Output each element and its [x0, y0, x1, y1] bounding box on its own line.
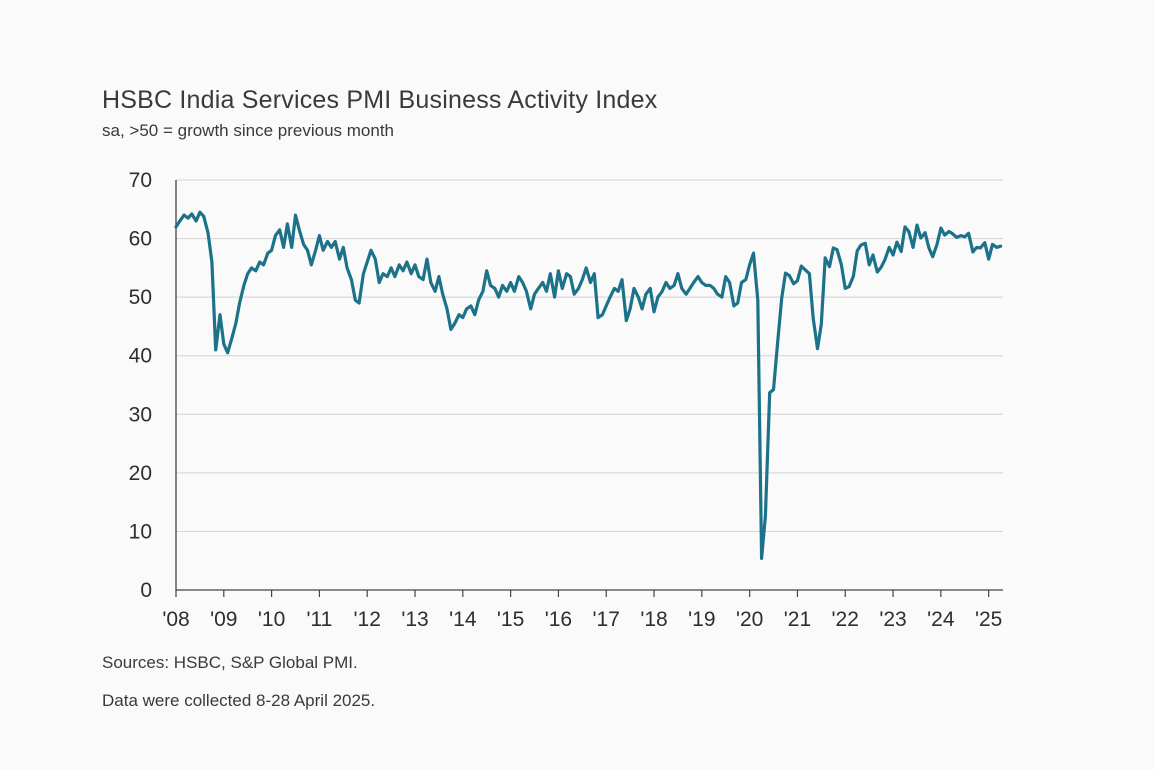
- y-tick-label: 40: [129, 345, 152, 368]
- x-tick-label: '11: [307, 608, 333, 631]
- x-tick-label: '24: [927, 608, 955, 631]
- y-tick-label: 30: [129, 403, 152, 426]
- x-tick-label: '16: [545, 608, 572, 631]
- sources-note: Sources: HSBC, S&P Global PMI.: [102, 653, 358, 672]
- axes: [175, 180, 1003, 597]
- y-tick-label: 60: [129, 228, 152, 251]
- x-tick-labels: '08 '09 '10 '11 '12 '13 '14 '15 '16 '17 '18 '19 '20 '…: [162, 608, 1002, 631]
- x-tick-label: '20: [736, 608, 763, 631]
- y-tick-labels: 0 10 20 30 40 50 60 70: [129, 169, 152, 602]
- x-tick-label: '25: [975, 608, 1002, 631]
- gridlines: [176, 179, 1003, 533]
- x-tick-label: '12: [354, 608, 381, 631]
- x-tick-label: '19: [688, 608, 715, 631]
- x-tick-label: '21: [784, 608, 811, 631]
- series-layer: [174, 210, 1003, 560]
- x-tick-label: '23: [879, 608, 906, 631]
- y-tick-label: 0: [140, 579, 152, 602]
- y-tick-label: 70: [129, 169, 152, 192]
- x-tick-label: '13: [401, 608, 428, 631]
- y-tick-label: 10: [129, 520, 152, 543]
- x-tick-label: '15: [497, 608, 524, 631]
- x-tick-label: '17: [593, 608, 620, 631]
- y-tick-label: 50: [129, 286, 152, 309]
- x-tick-label: '09: [210, 608, 237, 631]
- chart-title: HSBC India Services PMI Business Activit…: [102, 86, 658, 114]
- collection-note: Data were collected 8-28 April 2025.: [102, 691, 376, 710]
- x-tick-label: '14: [449, 608, 477, 631]
- x-tick-label: '10: [258, 608, 285, 631]
- x-tick-label: '22: [832, 608, 859, 631]
- y-tick-label: 20: [129, 462, 152, 485]
- series-line: [174, 210, 1003, 560]
- x-tick-label: '18: [640, 608, 667, 631]
- chart-subtitle: sa, >50 = growth since previous month: [102, 121, 394, 140]
- x-tick-label: '08: [162, 608, 189, 631]
